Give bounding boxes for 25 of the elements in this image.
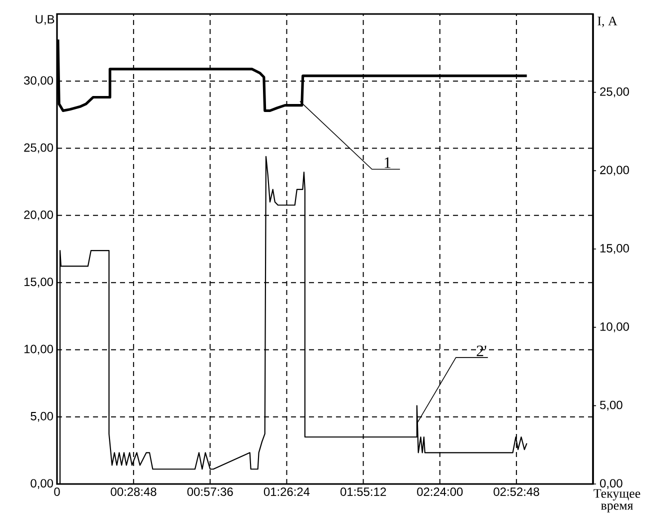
y2-tick-label: 20,00 <box>600 166 629 176</box>
annotation: 1 <box>384 157 390 168</box>
y-tick-label: 10,00 <box>24 344 54 355</box>
annotation: 2' <box>476 346 486 356</box>
x-tick-label: 01:55:12 <box>340 488 386 496</box>
y-tick-label: 15,00 <box>24 278 54 288</box>
y-tick-label: 20,00 <box>24 210 54 220</box>
y2-axis-title: I, A <box>598 16 618 28</box>
y2-tick-label: 15,00 <box>600 244 629 254</box>
y-tick-label: 25,00 <box>24 143 54 154</box>
y-axis-title: U,B <box>36 15 54 25</box>
x-tick-label: 02:52:48 <box>494 488 540 496</box>
x-tick-label: 01:26:24 <box>264 488 310 496</box>
y2-tick-label: 5,00 <box>600 400 622 411</box>
y2-tick-label: 0,00 <box>600 479 622 489</box>
x-tick-label: 00:57:36 <box>187 488 233 496</box>
y-tick-label: 30,00 <box>24 76 54 86</box>
x-tick-label: 00:28:48 <box>110 488 156 496</box>
y2-tick-label: 25,00 <box>600 87 629 98</box>
x-tick-label: 02:24:00 <box>417 488 463 496</box>
y-tick-label: 0,00 <box>30 479 54 489</box>
x-axis-title: Текущее время <box>594 489 640 512</box>
y-tick-label: 5,00 <box>30 412 54 422</box>
y2-tick-label: 10,00 <box>600 322 629 332</box>
x-tick-label: 0 <box>54 488 60 496</box>
